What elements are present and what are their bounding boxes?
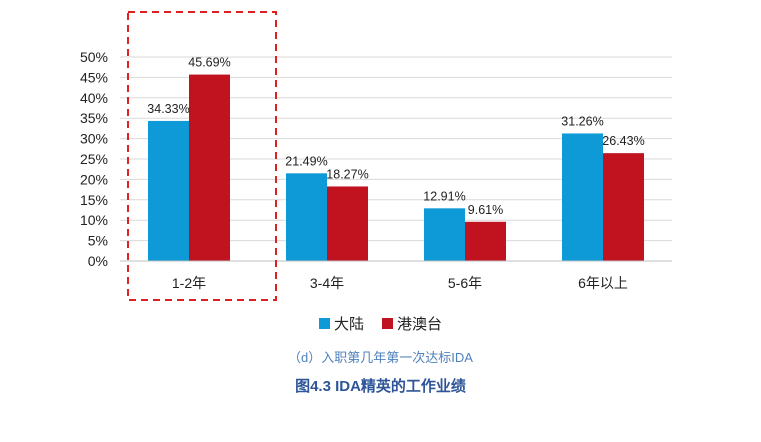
- bar-0-1: [286, 173, 327, 261]
- y-tick-label: 10%: [80, 212, 108, 228]
- y-axis: 0% 5% 10% 15% 20% 25% 30% 35% 40% 45% 50%: [80, 49, 108, 269]
- legend: 大陆 港澳台: [0, 313, 761, 334]
- y-tick-label: 5%: [88, 233, 108, 249]
- bar-0-3: [562, 133, 603, 261]
- y-tick-label: 50%: [80, 49, 108, 65]
- data-label: 9.61%: [468, 203, 503, 217]
- y-tick-label: 15%: [80, 192, 108, 208]
- bars: [148, 74, 644, 262]
- bar-chart: 0% 5% 10% 15% 20% 25% 30% 35% 40% 45% 50% 34.33% 45…: [80, 11, 672, 301]
- y-tick-label: 30%: [80, 131, 108, 147]
- bar-0-0: [148, 120, 189, 262]
- legend-item-mainland: 大陆: [318, 313, 364, 334]
- x-tick-label: 3-4年: [310, 275, 344, 291]
- legend-label-hk-macau-taiwan: 港澳台: [397, 316, 443, 333]
- bar-0-2: [424, 208, 465, 261]
- x-tick-label: 5-6年: [448, 275, 482, 291]
- data-label: 34.33%: [147, 102, 189, 116]
- x-axis: 1-2年 3-4年 5-6年 6年以上: [120, 260, 672, 291]
- y-tick-label: 35%: [80, 110, 108, 126]
- legend-swatch-mainland: [318, 318, 330, 329]
- data-label: 26.43%: [602, 134, 644, 148]
- y-tick-label: 20%: [80, 171, 108, 187]
- subcaption: （d）入职第几年第一次达标IDA: [288, 350, 473, 365]
- data-label: 18.27%: [326, 167, 368, 181]
- highlight-box: [127, 11, 277, 301]
- x-tick-label: 1-2年: [172, 275, 206, 291]
- legend-swatch-hk-macau-taiwan: [382, 318, 393, 329]
- legend-item-hk-macau-taiwan: 港澳台: [382, 313, 442, 334]
- data-labels: 34.33% 45.69% 21.49%18.27% 12.91%9.61% 31.26…: [147, 56, 644, 217]
- figure-caption: 图4.3 IDA精英的工作业绩: [295, 378, 466, 395]
- data-label: 45.69%: [188, 56, 230, 70]
- data-label: 31.26%: [561, 114, 603, 128]
- y-tick-label: 45%: [80, 69, 108, 85]
- bar-1-0: [189, 74, 230, 261]
- legend-label-mainland: 大陆: [333, 316, 364, 333]
- y-tick-label: 0%: [88, 253, 108, 269]
- bar-1-1: [327, 186, 368, 261]
- data-label: 21.49%: [285, 154, 327, 168]
- data-label: 12.91%: [423, 189, 465, 203]
- x-tick-label: 6年以上: [578, 275, 628, 291]
- bar-1-2: [465, 221, 506, 261]
- y-tick-label: 40%: [80, 90, 108, 106]
- y-tick-label: 25%: [80, 151, 108, 167]
- bar-1-3: [603, 153, 644, 261]
